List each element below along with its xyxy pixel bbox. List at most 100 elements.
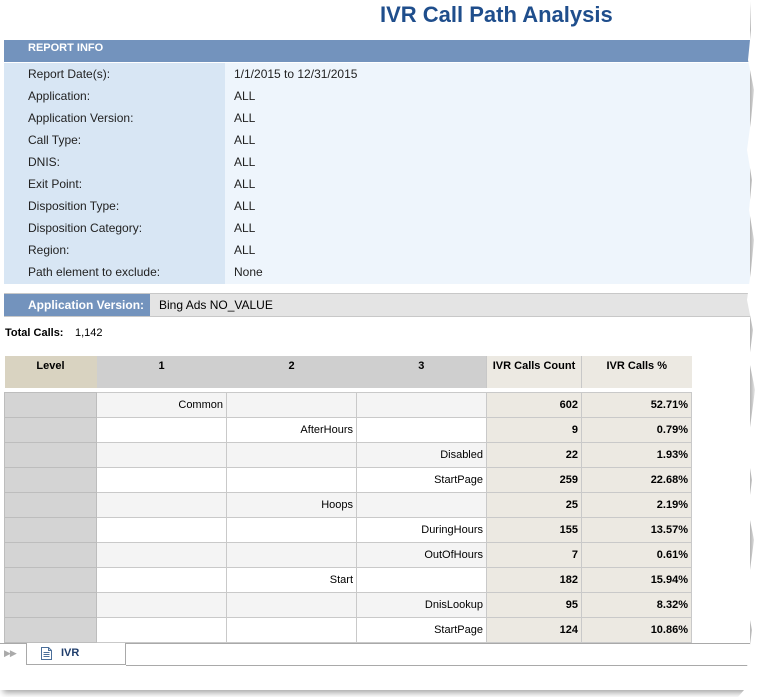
calls-count-cell: 7 [486, 541, 582, 568]
calls-percent-cell: 13.57% [581, 516, 692, 543]
level-2-cell [226, 466, 357, 493]
exit-point-label: Exit Point: [28, 177, 83, 191]
calls-count-cell: 259 [486, 466, 582, 493]
calls-count-cell: 124 [486, 616, 582, 643]
application-version-label: Application Version: [28, 111, 134, 125]
level-1-cell [96, 566, 227, 593]
level-2-cell [226, 516, 357, 543]
level-3-cell: Disabled [356, 441, 487, 468]
table-row: Disabled 22 1.93% [4, 441, 692, 468]
level-cell [4, 491, 97, 518]
column-header-calls-count: IVR Calls Count [486, 356, 582, 388]
level-2-cell: Start [226, 566, 357, 593]
level-2-cell [226, 541, 357, 568]
table-header-row: Level 1 2 3 IVR Calls Count IVR Calls % [4, 356, 692, 388]
level-1-cell [96, 516, 227, 543]
document-icon [41, 647, 52, 660]
disposition-category-value: ALL [234, 221, 256, 235]
calls-count-cell: 25 [486, 491, 582, 518]
application-value: ALL [234, 89, 256, 103]
column-header-level-2: 2 [226, 356, 357, 388]
level-cell [4, 566, 97, 593]
level-3-cell [356, 566, 487, 593]
report-sheet: IVR Call Path Analysis REPORT INFO Repor… [0, 2, 750, 667]
level-1-cell: Common [96, 391, 227, 418]
level-1-cell [96, 541, 227, 568]
level-3-cell: OutOfHours [356, 541, 487, 568]
level-3-cell [356, 391, 487, 418]
calls-percent-cell: 1.93% [581, 441, 692, 468]
exit-point-value: ALL [234, 177, 256, 191]
region-label: Region: [28, 243, 70, 257]
calls-percent-cell: 2.19% [581, 491, 692, 518]
column-header-level: Level [4, 356, 97, 388]
table-row: AfterHours 9 0.79% [4, 416, 692, 443]
disposition-type-value: ALL [234, 199, 256, 213]
table-row: Start 182 15.94% [4, 566, 692, 593]
level-2-cell [226, 591, 357, 618]
level-1-cell [96, 466, 227, 493]
level-3-cell [356, 491, 487, 518]
level-3-cell: DuringHours [356, 516, 487, 543]
page-title: IVR Call Path Analysis [380, 2, 613, 27]
sheet-nav-arrows-icon[interactable]: ▶▶ [4, 648, 17, 658]
table-row: StartPage 259 22.68% [4, 466, 692, 493]
column-header-calls-percent: IVR Calls % [581, 356, 692, 388]
table-row: StartPage 124 10.86% [4, 616, 692, 643]
table-row: Common 602 52.71% [4, 391, 692, 418]
level-3-cell: StartPage [356, 616, 487, 643]
sheet-tab-bar: ▶▶ IVR [0, 643, 750, 667]
path-exclude-value: None [234, 265, 263, 279]
level-cell [4, 541, 97, 568]
total-calls-value: 1,142 [75, 327, 103, 339]
calls-percent-cell: 0.61% [581, 541, 692, 568]
report-info-header: REPORT INFO [4, 40, 750, 62]
table-row: OutOfHours 7 0.61% [4, 541, 692, 568]
calls-percent-cell: 22.68% [581, 466, 692, 493]
level-3-cell [356, 416, 487, 443]
level-1-cell [96, 441, 227, 468]
total-calls-label: Total Calls: [5, 327, 64, 339]
calls-percent-cell: 8.32% [581, 591, 692, 618]
level-2-cell [226, 441, 357, 468]
application-label: Application: [28, 89, 91, 103]
calls-count-cell: 602 [486, 391, 582, 418]
level-1-cell [96, 491, 227, 518]
calls-percent-cell: 10.86% [581, 616, 692, 643]
calls-percent-cell: 0.79% [581, 416, 692, 443]
level-2-cell [226, 391, 357, 418]
level-3-cell: StartPage [356, 466, 487, 493]
disposition-type-label: Disposition Type: [28, 199, 120, 213]
calls-percent-cell: 52.71% [581, 391, 692, 418]
column-header-level-3: 3 [356, 356, 487, 388]
region-value: ALL [234, 243, 256, 257]
column-header-level-1: 1 [96, 356, 227, 388]
table-row: DnisLookup 95 8.32% [4, 591, 692, 618]
table-row: Hoops 25 2.19% [4, 491, 692, 518]
report-info-label-column [4, 63, 225, 284]
report-date-label: Report Date(s): [28, 67, 111, 81]
calls-count-cell: 182 [486, 566, 582, 593]
sheet-tab-label: IVR [61, 647, 80, 659]
level-cell [4, 441, 97, 468]
call-type-label: Call Type: [28, 133, 82, 147]
calls-count-cell: 95 [486, 591, 582, 618]
level-2-cell: AfterHours [226, 416, 357, 443]
level-cell [4, 391, 97, 418]
dnis-label: DNIS: [28, 155, 61, 169]
call-path-table: Level 1 2 3 IVR Calls Count IVR Calls % … [4, 356, 692, 643]
dnis-value: ALL [234, 155, 256, 169]
calls-count-cell: 9 [486, 416, 582, 443]
sheet-tab-ivr[interactable]: IVR [26, 643, 126, 665]
level-1-cell [96, 616, 227, 643]
tab-baseline [126, 665, 750, 666]
report-date-value: 1/1/2015 to 12/31/2015 [234, 67, 358, 81]
application-version-bar-label: Application Version: [4, 294, 150, 316]
path-exclude-label: Path element to exclude: [28, 265, 161, 279]
calls-count-cell: 155 [486, 516, 582, 543]
level-1-cell [96, 591, 227, 618]
level-2-cell: Hoops [226, 491, 357, 518]
level-3-cell: DnisLookup [356, 591, 487, 618]
application-version-bar: Application Version: Bing Ads NO_VALUE [4, 293, 750, 317]
calls-percent-cell: 15.94% [581, 566, 692, 593]
